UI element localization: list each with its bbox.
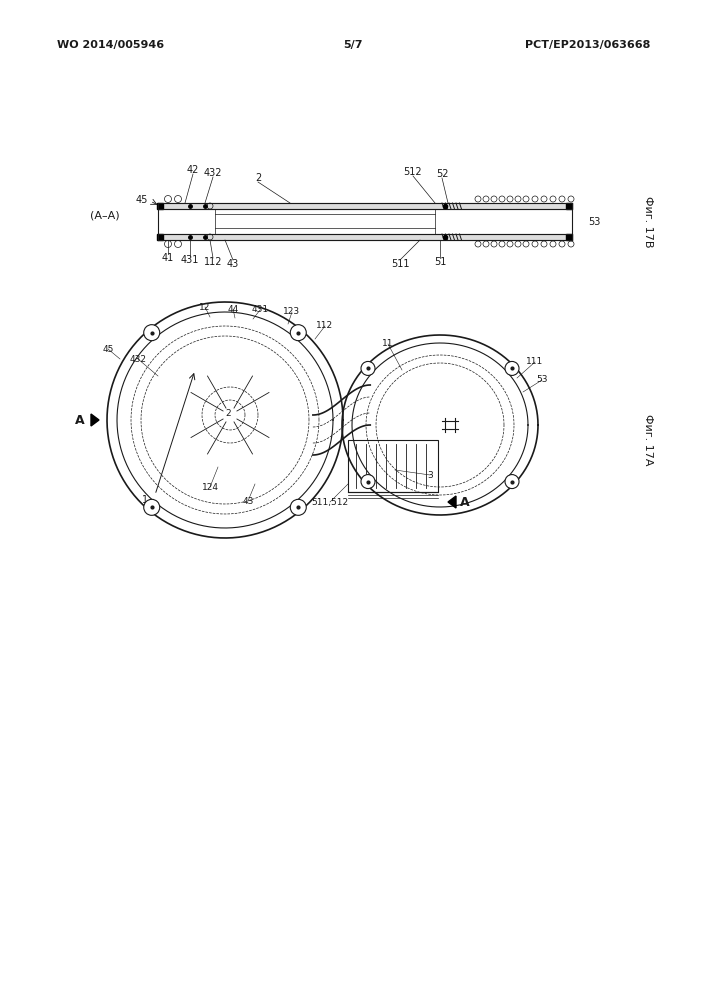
Circle shape: [505, 475, 519, 489]
Circle shape: [505, 361, 519, 375]
Text: 511: 511: [391, 259, 409, 269]
Text: A: A: [76, 414, 85, 426]
Text: 5/7: 5/7: [344, 40, 363, 50]
Text: 511,512: 511,512: [312, 497, 349, 506]
Text: 432: 432: [204, 168, 222, 178]
Text: 43: 43: [243, 496, 254, 506]
Bar: [566, 203, 572, 209]
Text: Фиг. 17A: Фиг. 17A: [643, 414, 653, 466]
Text: 112: 112: [204, 257, 222, 267]
Text: 3: 3: [427, 471, 433, 480]
Bar: [157, 234, 163, 240]
Bar: [157, 203, 163, 209]
Circle shape: [361, 475, 375, 489]
Circle shape: [361, 361, 375, 375]
Text: 41: 41: [162, 253, 174, 263]
Text: 53: 53: [536, 375, 548, 384]
Text: 43: 43: [227, 259, 239, 269]
Text: 512: 512: [404, 167, 422, 177]
Text: WO 2014/005946: WO 2014/005946: [57, 40, 164, 50]
Text: 111: 111: [527, 358, 544, 366]
Text: 432: 432: [129, 355, 146, 363]
Text: 52: 52: [436, 169, 448, 179]
Text: 124: 124: [201, 483, 218, 491]
Text: 51: 51: [434, 257, 446, 267]
Text: 431: 431: [181, 255, 199, 265]
Polygon shape: [91, 414, 99, 426]
Circle shape: [144, 499, 160, 515]
Bar: [348, 440, 438, 492]
Polygon shape: [448, 496, 456, 508]
Text: 112: 112: [317, 322, 334, 330]
Text: 2: 2: [226, 408, 230, 418]
Circle shape: [291, 499, 306, 515]
Circle shape: [291, 325, 306, 341]
Text: 431: 431: [252, 306, 269, 314]
Bar: [566, 234, 572, 240]
Text: Фиг. 17B: Фиг. 17B: [643, 196, 653, 248]
Text: A: A: [460, 495, 469, 508]
Text: 53: 53: [588, 217, 600, 227]
Text: 11: 11: [382, 340, 394, 349]
Text: 44: 44: [228, 304, 239, 314]
Text: 45: 45: [136, 195, 148, 205]
Text: (A–A): (A–A): [90, 210, 119, 220]
Text: 2: 2: [255, 173, 261, 183]
Text: PCT/EP2013/063668: PCT/EP2013/063668: [525, 40, 650, 50]
Circle shape: [144, 325, 160, 341]
Text: 42: 42: [187, 165, 199, 175]
Text: 12: 12: [199, 302, 211, 312]
Text: 123: 123: [284, 308, 300, 316]
Text: 1: 1: [142, 495, 148, 505]
Text: 45: 45: [103, 344, 114, 354]
